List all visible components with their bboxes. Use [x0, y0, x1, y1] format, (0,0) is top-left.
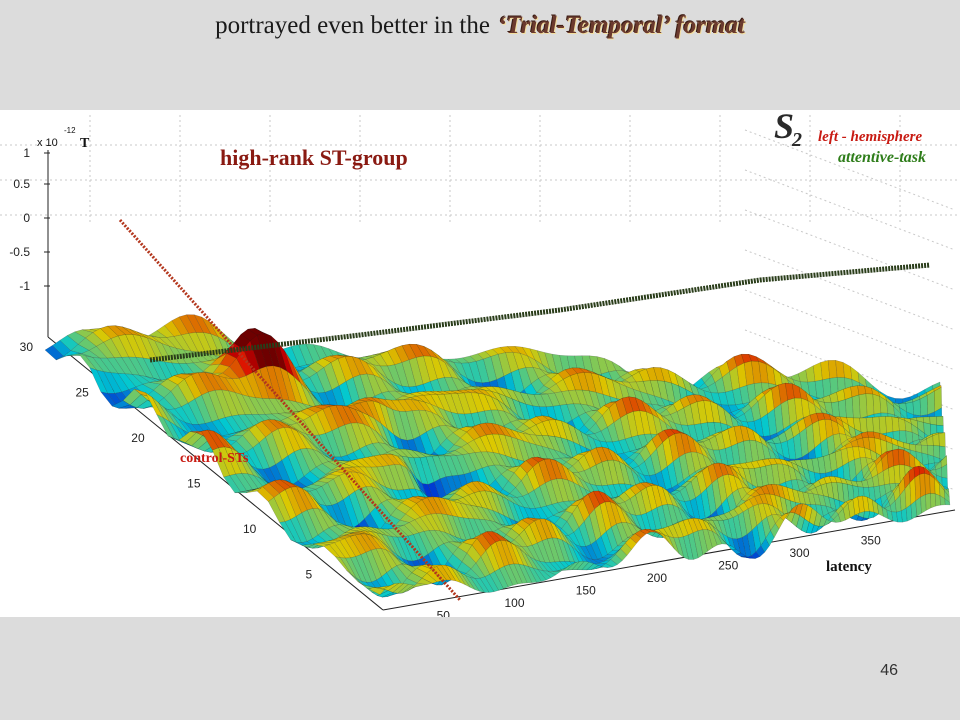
hemisphere-label: left - hemisphere — [818, 129, 922, 145]
control-sts-label: control-STs — [180, 451, 249, 466]
slide-title-plain: portrayed even better in the — [215, 12, 490, 39]
surface-plot-figure: 1 0.5 0 -0.5 -1 30 25 20 15 10 5 50 100 150 200 250 300 3… — [0, 110, 960, 617]
latency-tick-label: 150 — [576, 584, 596, 598]
trial-tick-label: 30 — [20, 340, 34, 354]
subject-subscript: 2 — [791, 129, 802, 151]
latency-tick-label: 100 — [504, 596, 524, 610]
z-tick-label: 1 — [23, 146, 30, 160]
latency-axis-label: latency — [826, 559, 872, 575]
latency-tick-label: 300 — [789, 546, 809, 560]
surface-plot: 1 0.5 0 -0.5 -1 30 25 20 15 10 5 50 100 150 200 250 300 3… — [0, 110, 960, 617]
surface-mesh — [44, 314, 951, 598]
z-tick-label: -0.5 — [9, 245, 30, 259]
trial-tick-label: 15 — [187, 477, 201, 491]
latency-tick-label: 250 — [718, 559, 738, 573]
trial-tick-label: 20 — [131, 431, 145, 445]
marker-lines — [118, 218, 931, 602]
z-axis-exponent: -12 — [64, 126, 76, 135]
high-rank-line — [149, 262, 931, 363]
latency-tick-label: 200 — [647, 571, 667, 585]
latency-tick-label: 50 — [437, 609, 451, 618]
background-grid — [0, 115, 960, 491]
subject-letter: S — [774, 110, 794, 146]
latency-tick-label: 350 — [861, 534, 881, 548]
slide-title: portrayed even better in the ‘Trial-Tempo… — [0, 12, 960, 40]
z-tick-label: 0.5 — [13, 177, 30, 191]
z-tick-label: 0 — [23, 211, 30, 225]
page-number: 46 — [880, 662, 898, 679]
control-sts-line — [118, 218, 462, 602]
trial-tick-label: 10 — [243, 522, 257, 536]
high-rank-group-label: high-rank ST-group — [220, 145, 408, 170]
z-axis-unit: T — [80, 136, 90, 151]
trial-tick-label: 25 — [75, 386, 89, 400]
z-tick-label: -1 — [19, 279, 30, 293]
tick-labels: 1 0.5 0 -0.5 -1 30 25 20 15 10 5 50 100 150 200 250 300 3… — [9, 146, 881, 617]
trial-tick-label: 5 — [305, 568, 312, 582]
task-label: attentive-task — [838, 149, 926, 166]
z-axis-multiplier: x 10 — [37, 137, 58, 149]
slide-title-emphasis: ‘Trial-Temporal’ format — [497, 12, 745, 39]
